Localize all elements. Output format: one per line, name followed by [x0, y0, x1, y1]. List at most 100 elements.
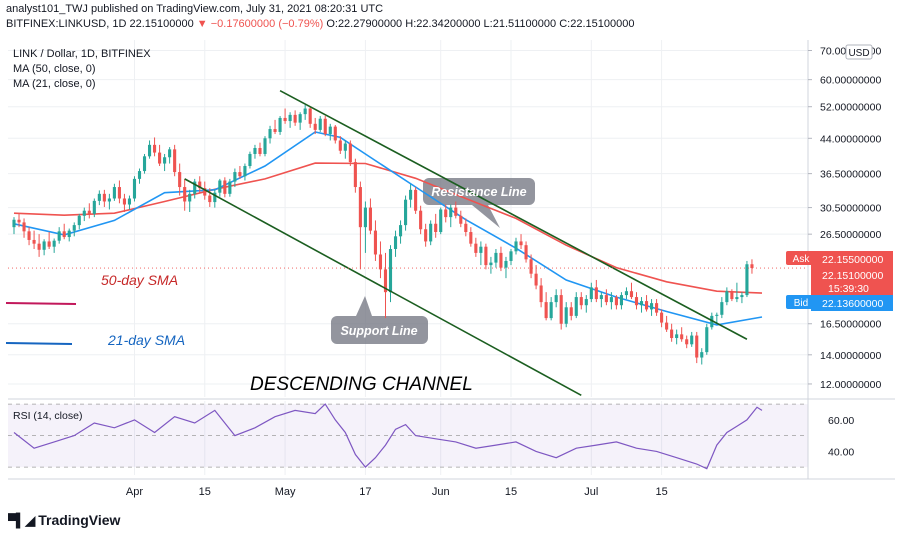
bid-label: Bid	[794, 298, 808, 309]
ask-label: Ask	[793, 254, 811, 265]
candle-body	[544, 302, 548, 319]
candle-body	[378, 254, 383, 270]
candle-body	[419, 210, 423, 230]
axes: 70.0000000060.0000000052.0000000044.0000…	[8, 40, 895, 498]
candle-body	[499, 252, 503, 268]
price-change: ▼ −0.17600000 (−0.79%)	[196, 18, 324, 30]
price-tick-label: 36.50000000	[820, 169, 881, 181]
candle-body	[660, 312, 664, 323]
candle-body	[228, 181, 232, 194]
candle-body	[348, 143, 352, 163]
ohlc-open: O:22.27900000	[326, 18, 403, 30]
candle-body	[183, 187, 187, 202]
candle-body	[710, 315, 714, 328]
channel-lines	[8, 89, 808, 397]
sma50-annotation: 50-day SMA	[101, 272, 178, 288]
candle-body	[680, 334, 684, 340]
candle-body	[193, 181, 197, 194]
candle-body	[32, 239, 36, 244]
candle-body	[414, 189, 418, 211]
price-tick-label: 52.00000000	[820, 102, 881, 114]
candle-body	[554, 295, 558, 303]
rsi-pane	[8, 403, 808, 470]
candle-body	[67, 230, 71, 238]
candle-body	[42, 241, 46, 250]
publisher-line: analyst101_TWJ published on TradingView.…	[6, 3, 384, 15]
candle-body	[398, 225, 403, 237]
legend-ma50: MA (50, close, 0)	[13, 63, 96, 75]
price-tick-label: 12.00000000	[820, 379, 881, 391]
legend-title: LINK / Dollar, 1D, BITFINEX	[13, 48, 151, 60]
time-tick-label: Jul	[584, 486, 598, 498]
candle-body	[730, 291, 734, 300]
candle-body	[519, 241, 523, 246]
candle-body	[750, 264, 754, 269]
price-tick-label: 60.00000000	[820, 75, 881, 87]
candle-body	[639, 301, 644, 306]
candle-body	[27, 231, 31, 240]
currency-box	[845, 44, 873, 60]
candle-body	[514, 241, 518, 252]
candle-body	[559, 295, 563, 324]
candle-body	[690, 335, 694, 345]
candle-body	[328, 126, 332, 135]
candle-body	[564, 307, 568, 324]
candle-body	[358, 187, 362, 228]
grid	[8, 40, 808, 475]
candle-body	[303, 108, 307, 115]
price-tick-label: 14.00000000	[820, 350, 881, 362]
candle-body	[569, 307, 573, 316]
candle-body	[449, 207, 453, 218]
candle-body	[459, 215, 463, 224]
candle-body	[494, 252, 498, 263]
candle-body	[47, 241, 51, 247]
resistance-line	[279, 89, 748, 340]
brand-name: TradingView	[38, 512, 121, 528]
candle-body	[644, 301, 649, 310]
candle-body	[12, 219, 16, 228]
candle-body	[117, 187, 121, 199]
candle-body	[243, 166, 247, 177]
candle-body	[574, 297, 578, 316]
candle-body	[142, 156, 147, 172]
candle-body	[188, 193, 192, 202]
candle-body	[218, 180, 222, 193]
ohlc-close: C:22.15100000	[559, 18, 635, 30]
candle-body	[745, 264, 749, 296]
support-annotation: Support Line	[340, 324, 417, 338]
last-value: 22.15100000	[822, 270, 883, 282]
candle-body	[404, 199, 408, 226]
candle-body	[112, 187, 116, 199]
candle-body	[293, 114, 297, 123]
candle-body	[434, 223, 438, 233]
candle-body	[634, 297, 639, 306]
candle-body	[655, 303, 659, 313]
candle-body	[343, 143, 347, 151]
candle-body	[353, 162, 357, 188]
candle-body	[168, 149, 172, 158]
candle-body	[393, 236, 398, 250]
candle-body	[278, 117, 282, 132]
candle-body	[263, 138, 267, 154]
price-tick-label: 26.50000000	[820, 229, 881, 241]
candle-body	[248, 153, 252, 167]
resistance-label-box	[423, 178, 535, 205]
candle-body	[534, 273, 538, 286]
candle-body	[464, 223, 468, 233]
candle-body	[122, 198, 126, 205]
candle-body	[132, 178, 137, 199]
candle-body	[57, 231, 61, 241]
candle-body	[298, 114, 302, 123]
time-tick-label: May	[275, 486, 296, 498]
sma50-swatch	[5, 302, 77, 305]
candle-body	[82, 210, 86, 216]
time-tick-label: 15	[655, 486, 667, 498]
candle-body	[388, 249, 393, 293]
support-line	[184, 178, 582, 397]
candle-body	[504, 260, 508, 268]
candle-body	[424, 229, 428, 242]
candle-body	[72, 225, 76, 231]
candle-body	[484, 246, 488, 266]
candle-body	[102, 193, 106, 202]
